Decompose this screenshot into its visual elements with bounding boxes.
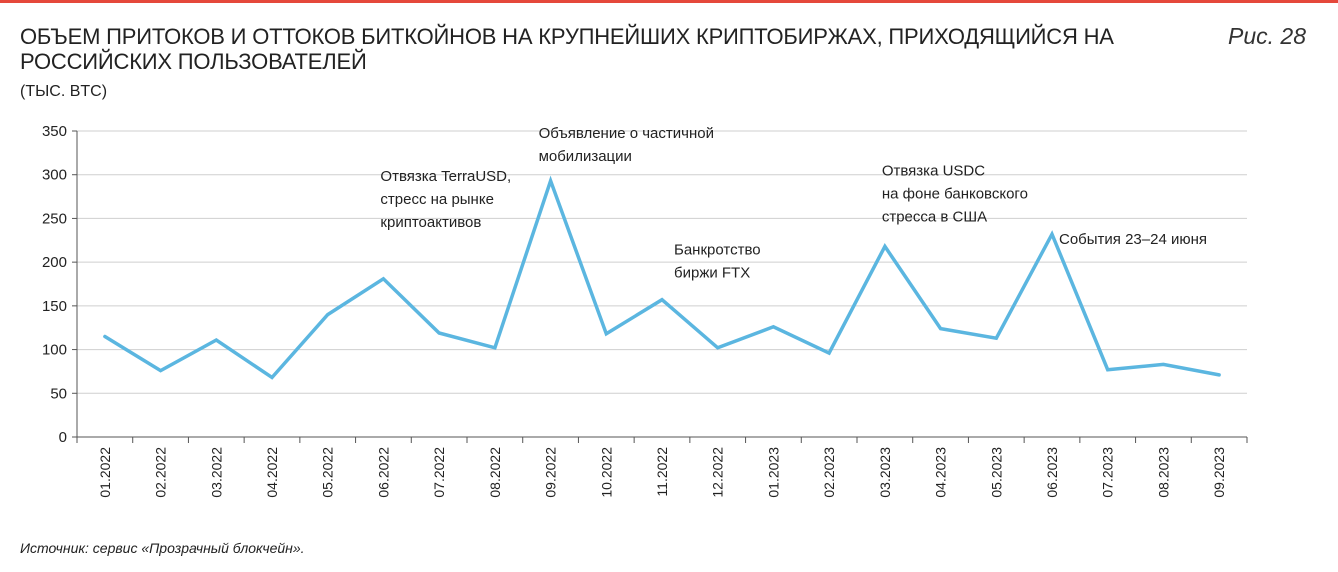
x-tick-label: 03.2023 <box>877 447 893 498</box>
x-tick-label: 09.2022 <box>543 447 559 498</box>
x-tick-label: 02.2022 <box>153 447 169 498</box>
x-tick-label: 07.2022 <box>431 447 447 498</box>
data-point <box>995 337 998 340</box>
annotation-5: Отвязка TerraUSD, стресс на рынке криптоак… <box>380 168 511 231</box>
units-label: (ТЫС. BTC) <box>20 83 108 100</box>
annotation-text: Отвязка USDC <box>882 162 985 179</box>
data-point <box>1050 232 1054 236</box>
data-point <box>382 277 385 280</box>
y-tick-label: 150 <box>42 298 67 315</box>
annotation-text: Объявление о частичной <box>539 125 714 142</box>
annotation-text: События 23–24 июня <box>1059 231 1207 248</box>
series <box>103 175 1221 380</box>
data-point <box>270 376 274 379</box>
x-tick-label: 02.2023 <box>821 447 837 498</box>
annotations: Отвязка TerraUSD, стресс на рынке криптоак… <box>380 125 1207 282</box>
annotation-text: стресса в США <box>882 208 987 225</box>
data-point <box>883 245 887 248</box>
series-line-0 <box>103 175 1221 380</box>
source-note: Источник: сервис «Прозрачный блокчейн». <box>20 540 305 556</box>
data-point <box>215 338 218 342</box>
x-tick-label: 01.2022 <box>97 447 113 498</box>
data-point <box>549 179 552 183</box>
grid-lines <box>77 130 1247 394</box>
x-tick-label: 03.2022 <box>208 447 224 498</box>
annotation-14: Отвязка USDC на фоне банковского стресса в… <box>882 162 1028 225</box>
data-point <box>103 335 107 338</box>
annotation-text: Банкротство <box>674 242 761 259</box>
top-accent-rule <box>0 0 1338 3</box>
y-tick-labels: 0 50 100 150 200 250 300 350 <box>42 123 67 446</box>
y-tick-label: 100 <box>42 342 67 359</box>
x-tick-label: 11.2022 <box>654 447 670 497</box>
x-tick-label: 04.2023 <box>933 447 949 498</box>
data-point <box>1162 363 1165 366</box>
annotation-17: События 23–24 июня <box>1059 231 1207 248</box>
data-point <box>827 351 831 355</box>
y-tick-label: 250 <box>42 210 67 227</box>
x-tick-label: 08.2022 <box>487 447 503 498</box>
x-tick-label: 06.2023 <box>1044 447 1060 498</box>
x-tick-label: 04.2022 <box>264 447 280 498</box>
data-point <box>772 325 775 329</box>
x-tick-label: 05.2022 <box>320 447 336 498</box>
x-tick-label: 06.2022 <box>375 447 391 498</box>
axes <box>72 130 1248 443</box>
data-point <box>605 332 608 336</box>
y-tick-label: 0 <box>59 429 67 446</box>
chart-title: ОБЪЕМ ПРИТОКОВ И ОТТОКОВ БИТКОЙНОВ НА КР… <box>20 24 1114 74</box>
data-point <box>326 313 329 316</box>
x-tick-labels: 01.2022 02.2022 03.2022 04.2022 05.2022 06.20… <box>97 447 1227 498</box>
y-tick-label: 200 <box>42 254 67 271</box>
annotation-text: стресс на рынке <box>380 191 494 208</box>
annotation-10: Банкротство биржи FTX <box>674 242 761 282</box>
annotation-text: мобилизации <box>539 148 632 165</box>
x-tick-label: 08.2023 <box>1155 447 1171 498</box>
line-chart: 0 50 100 150 200 250 300 350 01.2022 02.2022 03.2… <box>42 123 1248 498</box>
x-tick-label: 12.2022 <box>710 447 726 498</box>
data-point <box>493 346 497 350</box>
data-point <box>1106 368 1109 371</box>
data-point <box>939 327 942 330</box>
x-tick-label: 07.2023 <box>1100 447 1116 498</box>
x-tick-label: 05.2023 <box>988 447 1004 498</box>
annotation-text: на фоне банковского <box>882 185 1028 202</box>
y-tick-label: 350 <box>42 123 67 140</box>
x-tick-label: 09.2023 <box>1211 447 1227 498</box>
annotation-text: криптоактивов <box>380 214 481 231</box>
data-point <box>159 369 162 372</box>
figure-label: Рис. 28 <box>1228 23 1306 49</box>
x-tick-label: 01.2023 <box>765 447 781 498</box>
data-point <box>437 331 441 335</box>
annotation-8: Объявление о частичной мобилизации <box>539 125 714 165</box>
data-point <box>660 298 664 301</box>
x-tick-label: 10.2022 <box>598 447 614 498</box>
y-tick-label: 300 <box>42 167 67 184</box>
annotation-text: Отвязка TerraUSD, <box>380 168 511 185</box>
data-point <box>716 346 719 350</box>
data-point <box>1217 373 1221 377</box>
annotation-text: биржи FTX <box>674 265 750 282</box>
y-tick-label: 50 <box>50 385 67 402</box>
